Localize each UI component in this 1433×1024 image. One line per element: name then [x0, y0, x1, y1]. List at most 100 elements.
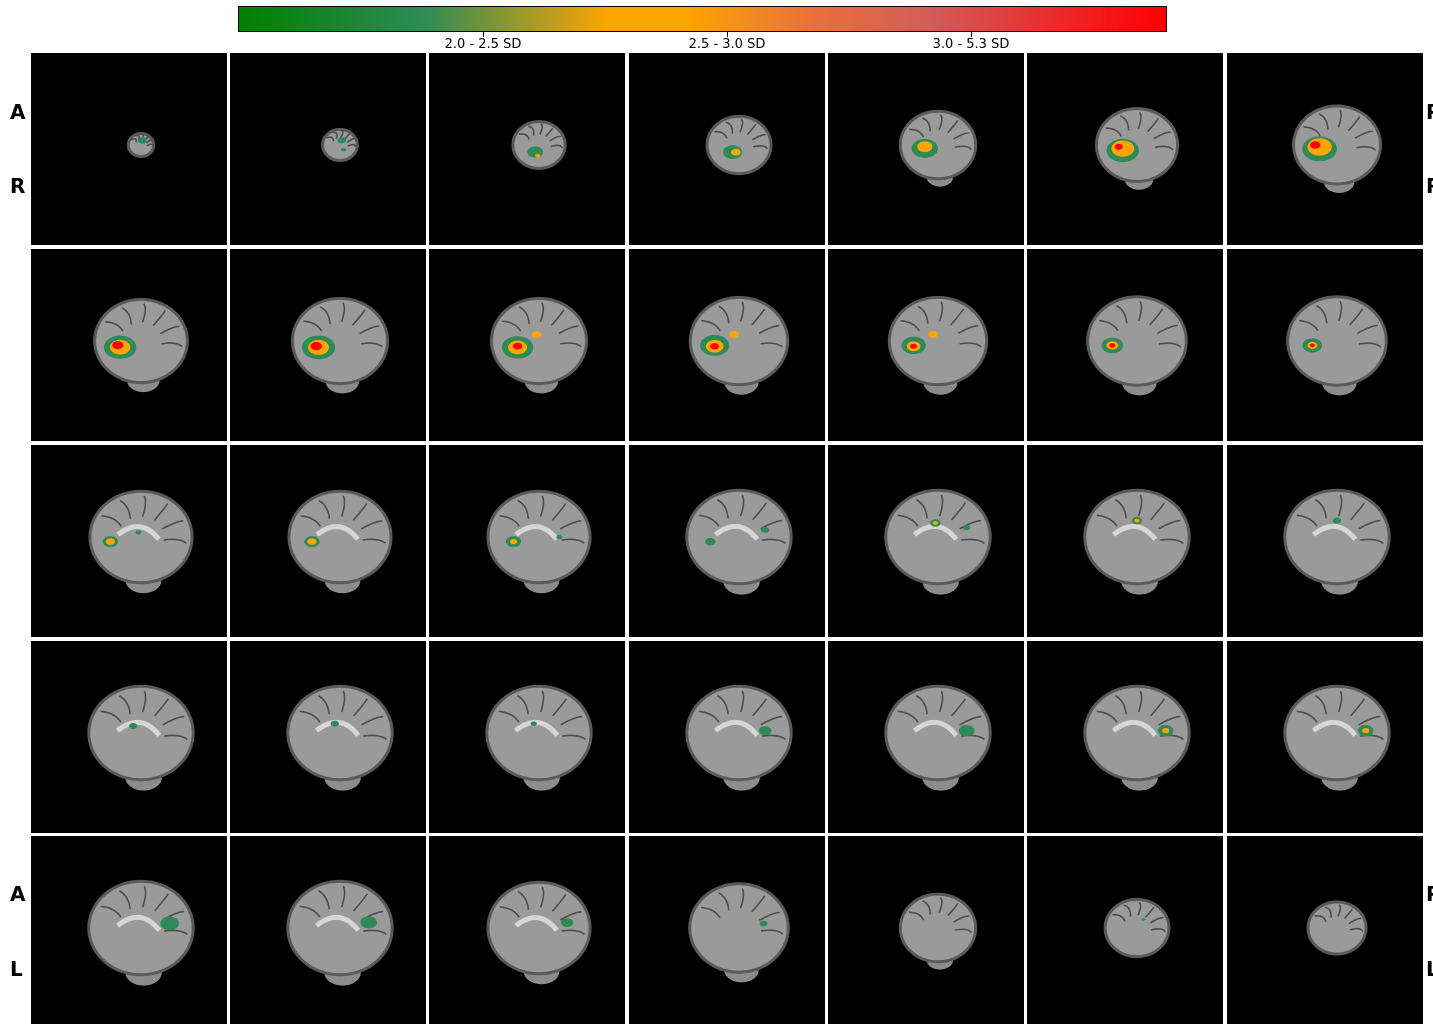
mri-slice-24 — [429, 641, 625, 833]
orientation-label-anterior-top: A — [10, 100, 25, 124]
orientation-label-posterior-top: P — [1426, 100, 1433, 124]
brain-section — [487, 686, 591, 780]
colorbar-label-low: 2.0 - 2.5 SD — [445, 37, 522, 52]
mri-slice-image — [1227, 641, 1423, 833]
mri-slice-9 — [230, 249, 426, 441]
overlay-blob-low — [135, 530, 141, 534]
brain-section — [1285, 490, 1389, 584]
mri-slice-10 — [429, 249, 625, 441]
mri-slice-image — [429, 445, 625, 637]
mri-slice-image — [429, 249, 625, 441]
mri-slice-image — [629, 445, 825, 637]
mri-slice-27 — [1027, 641, 1223, 833]
mri-slice-image — [629, 53, 825, 245]
overlay-blob-low — [556, 535, 562, 539]
mri-slice-26 — [828, 641, 1024, 833]
mri-slice-11 — [629, 249, 825, 441]
mri-slice-image — [1227, 53, 1423, 245]
overlay-blob-low — [531, 721, 537, 725]
mri-slice-16 — [230, 445, 426, 637]
brain-section — [1085, 686, 1189, 780]
overlay-blob-low — [1333, 518, 1341, 524]
overlay-blob-mid — [535, 154, 540, 158]
mri-slice-30 — [230, 836, 426, 1024]
mri-slice-image — [828, 641, 1024, 833]
orientation-label-left-bottom: L — [10, 957, 23, 981]
mri-slice-image — [629, 836, 825, 1024]
mri-slice-image — [828, 445, 1024, 637]
overlay-blob-low — [341, 148, 346, 152]
mri-slice-image — [1227, 836, 1423, 1024]
mri-slice-3 — [429, 53, 625, 245]
brain-section — [886, 686, 990, 780]
brain-section — [1088, 297, 1187, 385]
overlay-blob-low — [1141, 918, 1145, 921]
brain-section — [1285, 686, 1389, 780]
overlay-blob-low — [761, 527, 769, 533]
overlay-blob-low — [760, 921, 768, 927]
mri-slice-31 — [429, 836, 625, 1024]
mri-slice-15 — [31, 445, 227, 637]
mri-slice-13 — [1027, 249, 1223, 441]
overlay-blob-low — [160, 917, 179, 930]
overlay-blob-high — [1109, 343, 1115, 347]
mri-slice-image — [828, 53, 1024, 245]
mri-slice-image — [230, 445, 426, 637]
orientation-label-anterior-bottom: A — [10, 882, 25, 906]
brain-section — [289, 491, 391, 583]
overlay-blob-low — [360, 916, 377, 928]
overlay-blob-mid — [928, 331, 938, 338]
orientation-label-left-bottom-right: L — [1426, 957, 1433, 981]
overlay-blob-mid — [532, 331, 542, 338]
overlay-blob-high — [1115, 144, 1123, 150]
mri-slice-25 — [629, 641, 825, 833]
overlay-blob-low — [337, 137, 346, 143]
mri-slice-image — [1027, 641, 1223, 833]
brain-section — [288, 686, 392, 780]
mri-slice-image — [429, 641, 625, 833]
overlay-blob-low — [759, 726, 772, 735]
mri-slice-23 — [230, 641, 426, 833]
mri-slice-image — [31, 641, 227, 833]
brain-section — [900, 894, 975, 962]
overlay-blob-mid — [1162, 728, 1169, 733]
brain-section — [690, 884, 789, 972]
overlay-blob-mid — [510, 539, 517, 544]
mri-slice-image — [31, 53, 227, 245]
mri-slice-image — [230, 836, 426, 1024]
brain-section — [288, 881, 392, 975]
overlay-blob-mid — [106, 538, 115, 545]
brain-section — [488, 491, 590, 583]
orientation-label-right-top-right: R — [1426, 174, 1433, 198]
overlay-blob-low — [705, 538, 715, 545]
mri-slice-7 — [1227, 53, 1423, 245]
overlay-blob-mid — [933, 521, 938, 525]
overlay-blob-low — [138, 137, 147, 143]
overlay-blob-high — [513, 343, 523, 350]
brain-section — [886, 490, 990, 584]
mri-slice-image — [230, 249, 426, 441]
overlay-blob-mid — [1362, 728, 1369, 733]
mri-slice-image — [31, 445, 227, 637]
brain-section — [1085, 490, 1189, 584]
overlay-blob-high — [1310, 141, 1320, 148]
mri-slice-image — [1227, 445, 1423, 637]
mri-slice-image — [828, 836, 1024, 1024]
mri-slice-image — [429, 53, 625, 245]
overlay-blob-low — [963, 525, 970, 530]
mri-slice-14 — [1227, 249, 1423, 441]
mri-slice-34 — [1027, 836, 1223, 1024]
overlay-blob-high — [112, 341, 123, 349]
brain-section — [900, 111, 975, 179]
mri-slice-image — [629, 249, 825, 441]
mri-slice-12 — [828, 249, 1024, 441]
mri-slice-32 — [629, 836, 825, 1024]
mri-slice-33 — [828, 836, 1024, 1024]
mri-slice-21 — [1227, 445, 1423, 637]
overlay-blob-low — [129, 723, 137, 729]
overlay-blob-high — [710, 343, 719, 349]
mri-slice-22 — [31, 641, 227, 833]
overlay-blob-mid — [307, 538, 316, 545]
overlay-blob-mid — [1111, 140, 1134, 156]
mri-slice-image — [31, 249, 227, 441]
